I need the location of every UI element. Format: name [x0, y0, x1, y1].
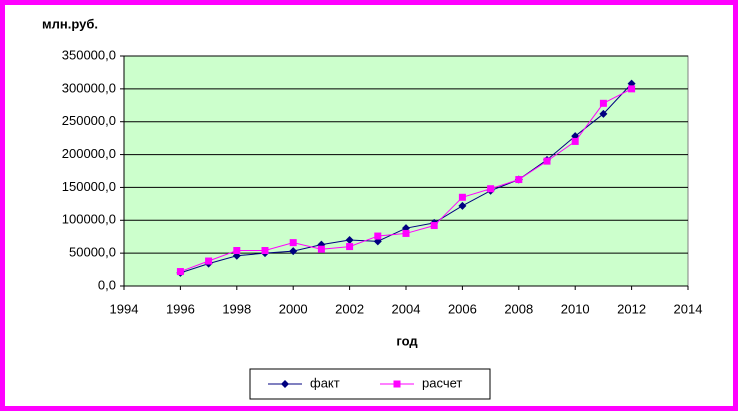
y-tick-label: 300000,0 — [62, 80, 116, 95]
marker — [176, 268, 184, 276]
marker — [487, 185, 495, 193]
x-tick-label: 2006 — [448, 301, 477, 316]
x-axis-label: год — [396, 333, 418, 348]
marker — [515, 176, 523, 184]
marker — [599, 99, 607, 107]
y-tick-label: 0,0 — [98, 277, 116, 292]
marker — [599, 109, 608, 118]
plot-area — [123, 55, 689, 287]
x-tick-label: 2012 — [617, 301, 646, 316]
y-tick-label: 350000,0 — [62, 47, 116, 62]
y-tick-label: 100000,0 — [62, 212, 116, 227]
y-tick-label: 250000,0 — [62, 113, 116, 128]
x-tick-label: 2000 — [279, 301, 308, 316]
x-tick-label: 2002 — [335, 301, 364, 316]
marker — [317, 245, 325, 253]
marker — [346, 243, 354, 251]
marker — [345, 236, 354, 244]
legend-marker — [393, 380, 401, 388]
marker — [628, 85, 636, 93]
y-tick-label: 150000,0 — [62, 179, 116, 194]
marker — [261, 247, 269, 255]
marker — [289, 239, 297, 247]
x-tick-label: 2010 — [561, 301, 590, 316]
x-tick-label: 1996 — [166, 301, 195, 316]
marker — [402, 229, 410, 237]
marker — [233, 247, 241, 255]
legend-marker — [281, 380, 289, 388]
x-tick-label: 2008 — [504, 301, 533, 316]
marker — [289, 247, 298, 256]
x-tick-label: 1994 — [110, 301, 139, 316]
marker — [205, 257, 213, 265]
legend-label: факт — [310, 375, 340, 390]
marker — [543, 157, 551, 165]
marker — [571, 137, 579, 145]
marker — [374, 232, 382, 240]
x-tick-label: 2004 — [392, 301, 421, 316]
y-axis-label: млн.руб. — [42, 16, 98, 31]
y-tick-label: 200000,0 — [62, 146, 116, 161]
x-tick-label: 2014 — [674, 301, 703, 316]
marker — [458, 201, 467, 210]
legend-label: расчет — [422, 375, 462, 390]
marker — [430, 222, 438, 230]
x-tick-label: 1998 — [222, 301, 251, 316]
y-tick-label: 50000,0 — [69, 245, 116, 260]
marker — [458, 193, 466, 201]
